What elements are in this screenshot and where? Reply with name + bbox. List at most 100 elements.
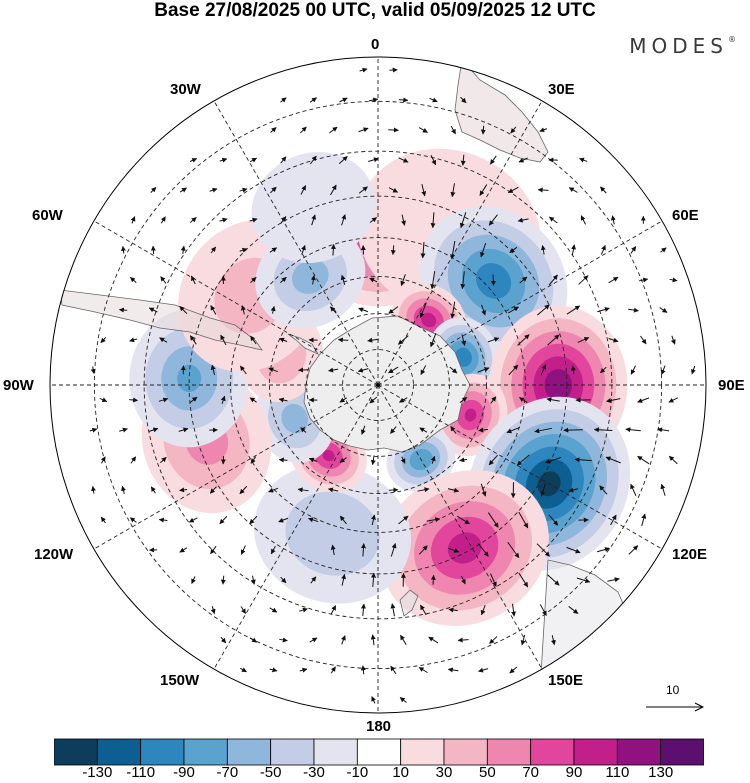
wind-arrow bbox=[641, 513, 647, 527]
wind-arrow bbox=[389, 67, 398, 73]
wind-arrow bbox=[368, 97, 379, 103]
wind-arrow bbox=[179, 306, 188, 314]
colorbar-tick-label: 10 bbox=[392, 764, 409, 781]
wind-arrow bbox=[398, 157, 409, 163]
wind-arrow bbox=[369, 217, 378, 223]
wind-arrow bbox=[328, 367, 339, 373]
wind-arrow bbox=[578, 275, 589, 285]
wind-arrow bbox=[579, 157, 588, 163]
wind-arrow bbox=[130, 216, 136, 224]
wind-arrow bbox=[330, 243, 336, 256]
wind-arrow bbox=[268, 487, 279, 493]
wind-arrow bbox=[360, 425, 366, 435]
wind-arrow bbox=[90, 366, 96, 375]
wind-arrow bbox=[269, 607, 278, 613]
wind-arrow bbox=[360, 603, 366, 617]
wind-arrow bbox=[180, 245, 186, 254]
wind-arrow bbox=[600, 186, 607, 194]
anomaly-contour bbox=[464, 408, 477, 422]
wind-arrow bbox=[570, 365, 576, 375]
wind-arrow bbox=[371, 696, 376, 704]
wind-arrow bbox=[597, 307, 610, 313]
map-title: Base 27/08/2025 00 UTC, valid 05/09/2025… bbox=[154, 0, 596, 21]
wind-arrow bbox=[100, 516, 106, 524]
wind-arrow bbox=[398, 515, 409, 525]
wind-arrow bbox=[360, 543, 366, 557]
wind-arrow bbox=[518, 157, 528, 163]
wind-arrow bbox=[480, 242, 487, 258]
wind-arrow bbox=[517, 217, 529, 223]
wind-arrow bbox=[280, 576, 287, 584]
wind-arrow bbox=[189, 396, 198, 404]
wind-arrow bbox=[421, 183, 427, 197]
wind-arrow bbox=[430, 154, 437, 166]
wind-arrow bbox=[370, 455, 376, 466]
wind-arrow bbox=[540, 364, 547, 376]
wind-arrow bbox=[668, 455, 678, 465]
wind-arrow bbox=[309, 97, 317, 103]
wind-arrow bbox=[660, 247, 667, 253]
wind-arrow bbox=[250, 575, 256, 585]
wind-arrow bbox=[507, 186, 519, 194]
wind-arrow bbox=[534, 427, 553, 434]
wind-arrow bbox=[516, 454, 530, 466]
wind-arrow bbox=[640, 335, 647, 345]
wind-arrow bbox=[239, 485, 248, 495]
wind-arrow bbox=[566, 305, 581, 315]
wind-arrow bbox=[419, 302, 427, 318]
wind-arrow bbox=[487, 337, 500, 343]
wind-arrow bbox=[219, 515, 228, 525]
wind-arrow bbox=[418, 545, 428, 555]
wind-arrow bbox=[547, 334, 560, 346]
wind-arrow bbox=[419, 427, 428, 433]
colorbar-swatch bbox=[313, 738, 358, 766]
wind-arrow bbox=[511, 603, 517, 617]
wind-arrow bbox=[459, 212, 467, 229]
wind-arrow bbox=[428, 636, 439, 644]
anomaly-contour bbox=[447, 532, 482, 564]
wind-arrow bbox=[520, 634, 526, 646]
wind-arrow bbox=[179, 547, 188, 553]
wind-arrow bbox=[459, 457, 468, 463]
brand-text: MODES bbox=[629, 34, 728, 58]
wind-arrow bbox=[390, 603, 396, 617]
wind-arrow bbox=[339, 97, 348, 103]
wind-arrow bbox=[150, 245, 156, 254]
wind-arrow bbox=[280, 156, 287, 164]
wind-arrow bbox=[191, 576, 196, 584]
wind-arrow bbox=[300, 427, 307, 433]
colorbar-swatch bbox=[443, 738, 488, 766]
wind-arrow bbox=[637, 397, 650, 403]
wind-arrow bbox=[457, 637, 469, 643]
wind-arrow bbox=[219, 157, 228, 163]
wind-arrow bbox=[548, 216, 558, 224]
wind-arrow bbox=[597, 547, 610, 553]
colorbar bbox=[54, 738, 704, 766]
registered-mark: ® bbox=[728, 35, 736, 44]
wind-arrow bbox=[100, 336, 107, 344]
wind-arrow bbox=[550, 635, 556, 646]
wind-arrow bbox=[400, 456, 406, 464]
wind-arrow bbox=[539, 127, 548, 133]
wind-arrow bbox=[239, 365, 247, 375]
wind-arrow bbox=[580, 215, 586, 225]
wind-arrow bbox=[546, 397, 560, 403]
wind-arrow bbox=[337, 337, 349, 343]
wind-arrow bbox=[429, 97, 438, 103]
wind-arrow bbox=[150, 187, 157, 193]
wind-arrow bbox=[189, 158, 198, 163]
wind-arrow bbox=[449, 366, 458, 374]
wind-arrow bbox=[300, 185, 307, 195]
wind-arrow bbox=[330, 666, 336, 674]
wind-arrow bbox=[209, 486, 217, 494]
wind-arrow bbox=[189, 335, 197, 345]
wind-arrow bbox=[547, 574, 560, 586]
wind-arrow bbox=[398, 97, 409, 103]
wind-arrow bbox=[397, 335, 409, 345]
wind-arrow bbox=[691, 365, 696, 375]
wind-arrow bbox=[610, 514, 617, 526]
colorbar-swatch bbox=[54, 738, 98, 766]
lon-label-120e: 120E bbox=[672, 546, 708, 563]
wind-arrow bbox=[358, 127, 369, 133]
wind-arrow bbox=[456, 515, 470, 525]
